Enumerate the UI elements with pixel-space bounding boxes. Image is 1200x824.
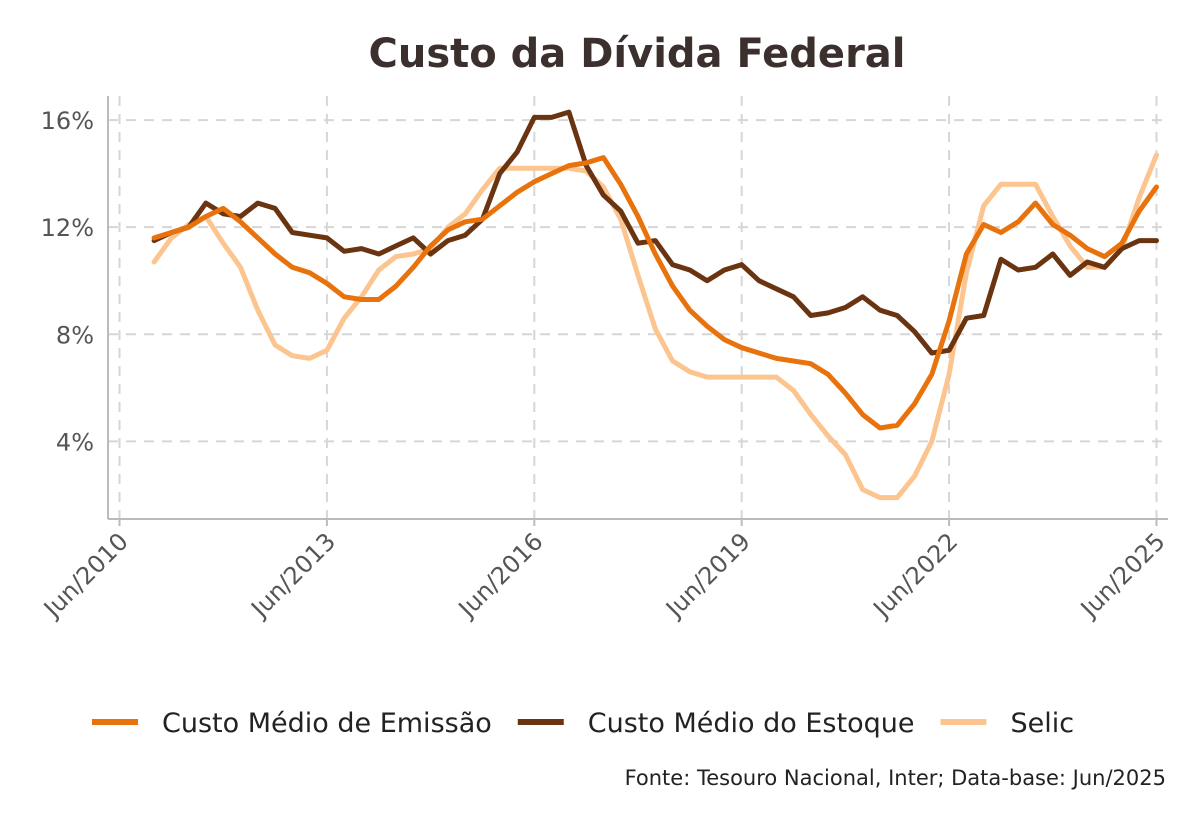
series-lines: [151, 109, 1159, 501]
x-tick-label: Jun/2013: [245, 527, 342, 624]
x-tick-label: Jun/2016: [452, 527, 549, 624]
y-tick-label: 12%: [41, 214, 94, 242]
source-note: Fonte: Tesouro Nacional, Inter; Data-bas…: [625, 766, 1166, 790]
series-line: [151, 155, 1159, 431]
series-line: [151, 152, 1159, 501]
y-tick-label: 8%: [56, 321, 94, 349]
x-tick-label: Jun/2022: [867, 527, 964, 624]
chart-title: Custo da Dívida Federal: [369, 31, 906, 77]
y-tick-label: 16%: [41, 107, 94, 135]
legend-label: Selic: [1010, 708, 1074, 739]
grid: [108, 96, 1168, 519]
axes: 4% 8% 12% 16% Jun/2010 Jun/2013 Jun/2016 Jun/20…: [37, 96, 1171, 624]
legend: Custo Médio de Emissão Custo Médio do Est…: [92, 708, 1074, 739]
legend-label: Custo Médio do Estoque: [588, 708, 915, 739]
series-line: [151, 109, 1159, 356]
x-tick-label: Jun/2019: [659, 527, 756, 624]
x-tick-label: Jun/2025: [1074, 527, 1171, 624]
y-tick-label: 4%: [56, 428, 94, 456]
legend-label: Custo Médio de Emissão: [162, 708, 492, 739]
x-tick-label: Jun/2010: [37, 527, 134, 624]
